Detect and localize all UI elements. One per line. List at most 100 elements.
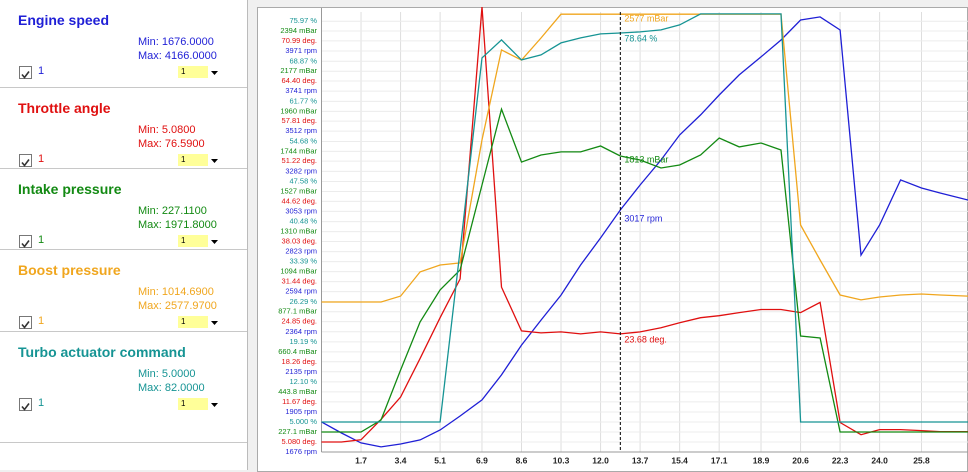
y-tick-label: 64.40 deg. [282,76,317,85]
series-line [321,7,968,443]
cursor-value-label: 2577 mBar [624,13,668,23]
x-tick-label: 6.9 [476,455,488,465]
y-tick-label: 75.97 % [289,16,317,25]
checkbox[interactable] [19,316,32,329]
x-tick-label: 1.7 [355,455,367,465]
y-tick-label: 443.8 mBar [278,387,317,396]
y-tick-label: 18.26 deg. [282,357,317,366]
channel-min: Min: 5.0000 [138,368,196,380]
x-tick-label: 20.6 [792,455,809,465]
check-mark [21,159,30,167]
select-arrow[interactable] [208,66,221,78]
channel-min: Min: 5.0800 [138,124,196,136]
series-line [321,13,968,303]
y-tick-label: 5.080 deg. [282,437,317,446]
arrow-icon [211,159,218,163]
select-box[interactable]: 1 [178,154,208,166]
arrow-icon [211,321,218,325]
y-tick-label: 61.77 % [289,96,317,105]
y-tick-label: 1527 mBar [280,186,317,195]
checkbox[interactable] [19,154,32,167]
select-arrow[interactable] [208,398,221,410]
channel-name: Throttle angle [18,100,111,116]
checkbox-label: 1 [38,234,45,246]
select-box[interactable]: 1 [178,66,208,78]
y-tick-label: 40.48 % [289,217,317,226]
cursor-value-label: 78.64 % [624,33,657,43]
y-tick-label: 660.4 mBar [278,347,317,356]
y-tick-label: 51.22 deg. [282,156,317,165]
checkbox[interactable] [19,398,32,411]
channel-panel: Engine speed Min: 1676.0000 Max: 4166.0000… [0,0,248,470]
arrow-icon [211,403,218,407]
x-tick-label: 8.6 [516,455,528,465]
channel-box: Throttle angle Min: 5.0800 Max: 76.5900 1 1 [0,88,247,169]
y-tick-label: 1676 rpm [285,447,317,456]
y-tick-label: 47.58 % [289,177,317,186]
channel-name: Intake pressure [18,181,122,197]
y-tick-label: 2177 mBar [280,66,317,75]
select-arrow[interactable] [208,235,221,247]
series-line [321,13,968,423]
y-tick-label: 70.99 deg. [282,36,317,45]
channel-max: Max: 2577.9700 [138,300,217,312]
chart-frame [257,7,968,472]
x-tick-label: 15.4 [671,455,688,465]
y-tick-label: 2394 mBar [280,26,317,35]
y-tick-label: 19.19 % [289,337,317,346]
x-tick-label: 18.9 [753,455,770,465]
x-tick-label: 3.4 [395,455,407,465]
x-tick-label: 24.0 [871,455,888,465]
select-box[interactable]: 1 [178,398,208,410]
y-tick-label: 2594 rpm [285,287,317,296]
check-mark [21,240,30,248]
cursor-value-label: 3017 rpm [624,213,662,223]
channel-max: Max: 1971.8000 [138,219,217,231]
check-mark [21,71,30,79]
x-tick-label: 13.7 [632,455,649,465]
checkbox-label: 1 [38,65,45,77]
y-tick-label: 33.39 % [289,257,317,266]
y-tick-label: 3971 rpm [285,46,317,55]
y-tick-label: 68.87 % [289,56,317,65]
checkbox[interactable] [19,66,32,79]
y-tick-label: 54.68 % [289,136,317,145]
checkbox[interactable] [19,235,32,248]
y-tick-label: 1744 mBar [280,146,317,155]
channel-box: Turbo actuator command Min: 5.0000 Max: 82… [0,332,247,443]
channel-name: Boost pressure [18,262,121,278]
channel-min: Min: 1014.6900 [138,286,214,298]
x-tick-label: 12.0 [592,455,609,465]
y-tick-label: 26.29 % [289,297,317,306]
y-tick-label: 1905 rpm [285,407,317,416]
y-tick-label: 44.62 deg. [282,196,317,205]
select-arrow[interactable] [208,316,221,328]
chart: 1.7 3.4 5.1 6.9 8.6 10.3 12.0 13.7 15.4 17.1 18.9 2… [257,7,968,472]
y-tick-label: 31.44 deg. [282,277,317,286]
x-tick-label: 10.3 [553,455,570,465]
x-tick-label: 22.3 [832,455,849,465]
cursor-value-label: 1813 mBar [624,154,668,164]
select-box[interactable]: 1 [178,235,208,247]
channel-box: Engine speed Min: 1676.0000 Max: 4166.0000… [0,0,247,88]
x-tick-label: 17.1 [711,455,728,465]
y-tick-label: 12.10 % [289,377,317,386]
select-arrow[interactable] [208,154,221,166]
channel-max: Max: 4166.0000 [138,50,217,62]
y-tick-label: 3282 rpm [285,166,317,175]
y-tick-label: 877.1 mBar [278,307,317,316]
checkbox-label: 1 [38,153,45,165]
channel-max: Max: 76.5900 [138,138,205,150]
y-tick-label: 2823 rpm [285,247,317,256]
y-tick-label: 1094 mBar [280,267,317,276]
cursor-value-label: 23.68 deg. [624,334,667,344]
check-mark [21,403,30,411]
y-tick-label: 5.000 % [289,417,317,426]
y-tick-label: 3741 rpm [285,86,317,95]
y-tick-label: 2364 rpm [285,327,317,336]
y-tick-label: 38.03 deg. [282,236,317,245]
x-tick-label: 5.1 [434,455,446,465]
select-box[interactable]: 1 [178,316,208,328]
channel-name: Turbo actuator command [18,344,186,360]
